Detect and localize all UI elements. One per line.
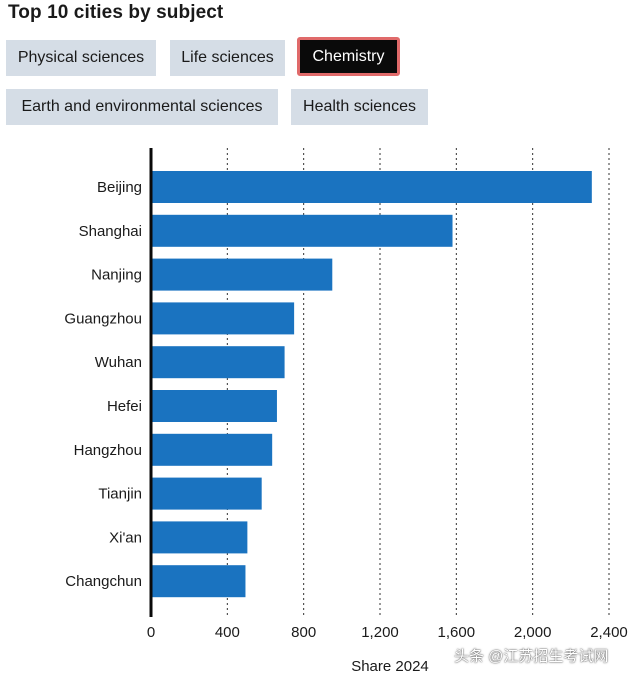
bar [151, 346, 285, 379]
x-tick-label: 400 [215, 624, 240, 641]
category-label: Changchun [65, 573, 142, 590]
bar [151, 433, 273, 466]
chart-title: Top 10 cities by subject [8, 2, 224, 23]
x-tick-label: 800 [291, 624, 316, 641]
category-label: Shanghai [79, 223, 142, 240]
tab-physical-sciences[interactable]: Physical sciences [6, 40, 156, 76]
tab-chemistry[interactable]: Chemistry [297, 37, 400, 76]
tab-life-sciences[interactable]: Life sciences [170, 40, 285, 76]
category-label: Hefei [107, 398, 142, 415]
subject-tabs: Physical sciences Life sciences Chemistr… [0, 0, 640, 130]
x-tick-label: 1,600 [438, 624, 476, 641]
x-tick-label: 1,200 [361, 624, 399, 641]
bar [151, 477, 262, 510]
category-label: Xi'an [109, 529, 142, 546]
bar [151, 171, 592, 203]
x-tick-label: 0 [147, 624, 155, 641]
category-label: Beijing [97, 179, 142, 196]
category-labels: Beijing Shanghai Nanjing Guangzhou Wuhan Hefe… [64, 179, 142, 590]
watermark: 头条 @江苏招生考试网 [454, 648, 609, 665]
tab-earth-environmental-sciences[interactable]: Earth and environmental sciences [6, 89, 278, 125]
bar [151, 390, 277, 422]
bar [151, 565, 246, 598]
bar [151, 302, 295, 335]
bar [151, 521, 248, 554]
tab-health-sciences[interactable]: Health sciences [291, 89, 428, 125]
x-tick-label: 2,400 [590, 624, 628, 641]
category-label: Wuhan [95, 354, 142, 371]
x-axis-label: Share 2024 [351, 658, 429, 675]
category-label: Nanjing [91, 267, 142, 284]
x-tick-label: 2,000 [514, 624, 552, 641]
category-label: Guangzhou [64, 310, 142, 327]
bars [151, 171, 592, 598]
bar [151, 214, 453, 247]
bar [151, 258, 333, 291]
x-tick-labels: 0 400 800 1,200 1,600 2,000 2,400 [147, 624, 628, 641]
category-label: Hangzhou [74, 442, 142, 459]
category-label: Tianjin [98, 486, 142, 503]
